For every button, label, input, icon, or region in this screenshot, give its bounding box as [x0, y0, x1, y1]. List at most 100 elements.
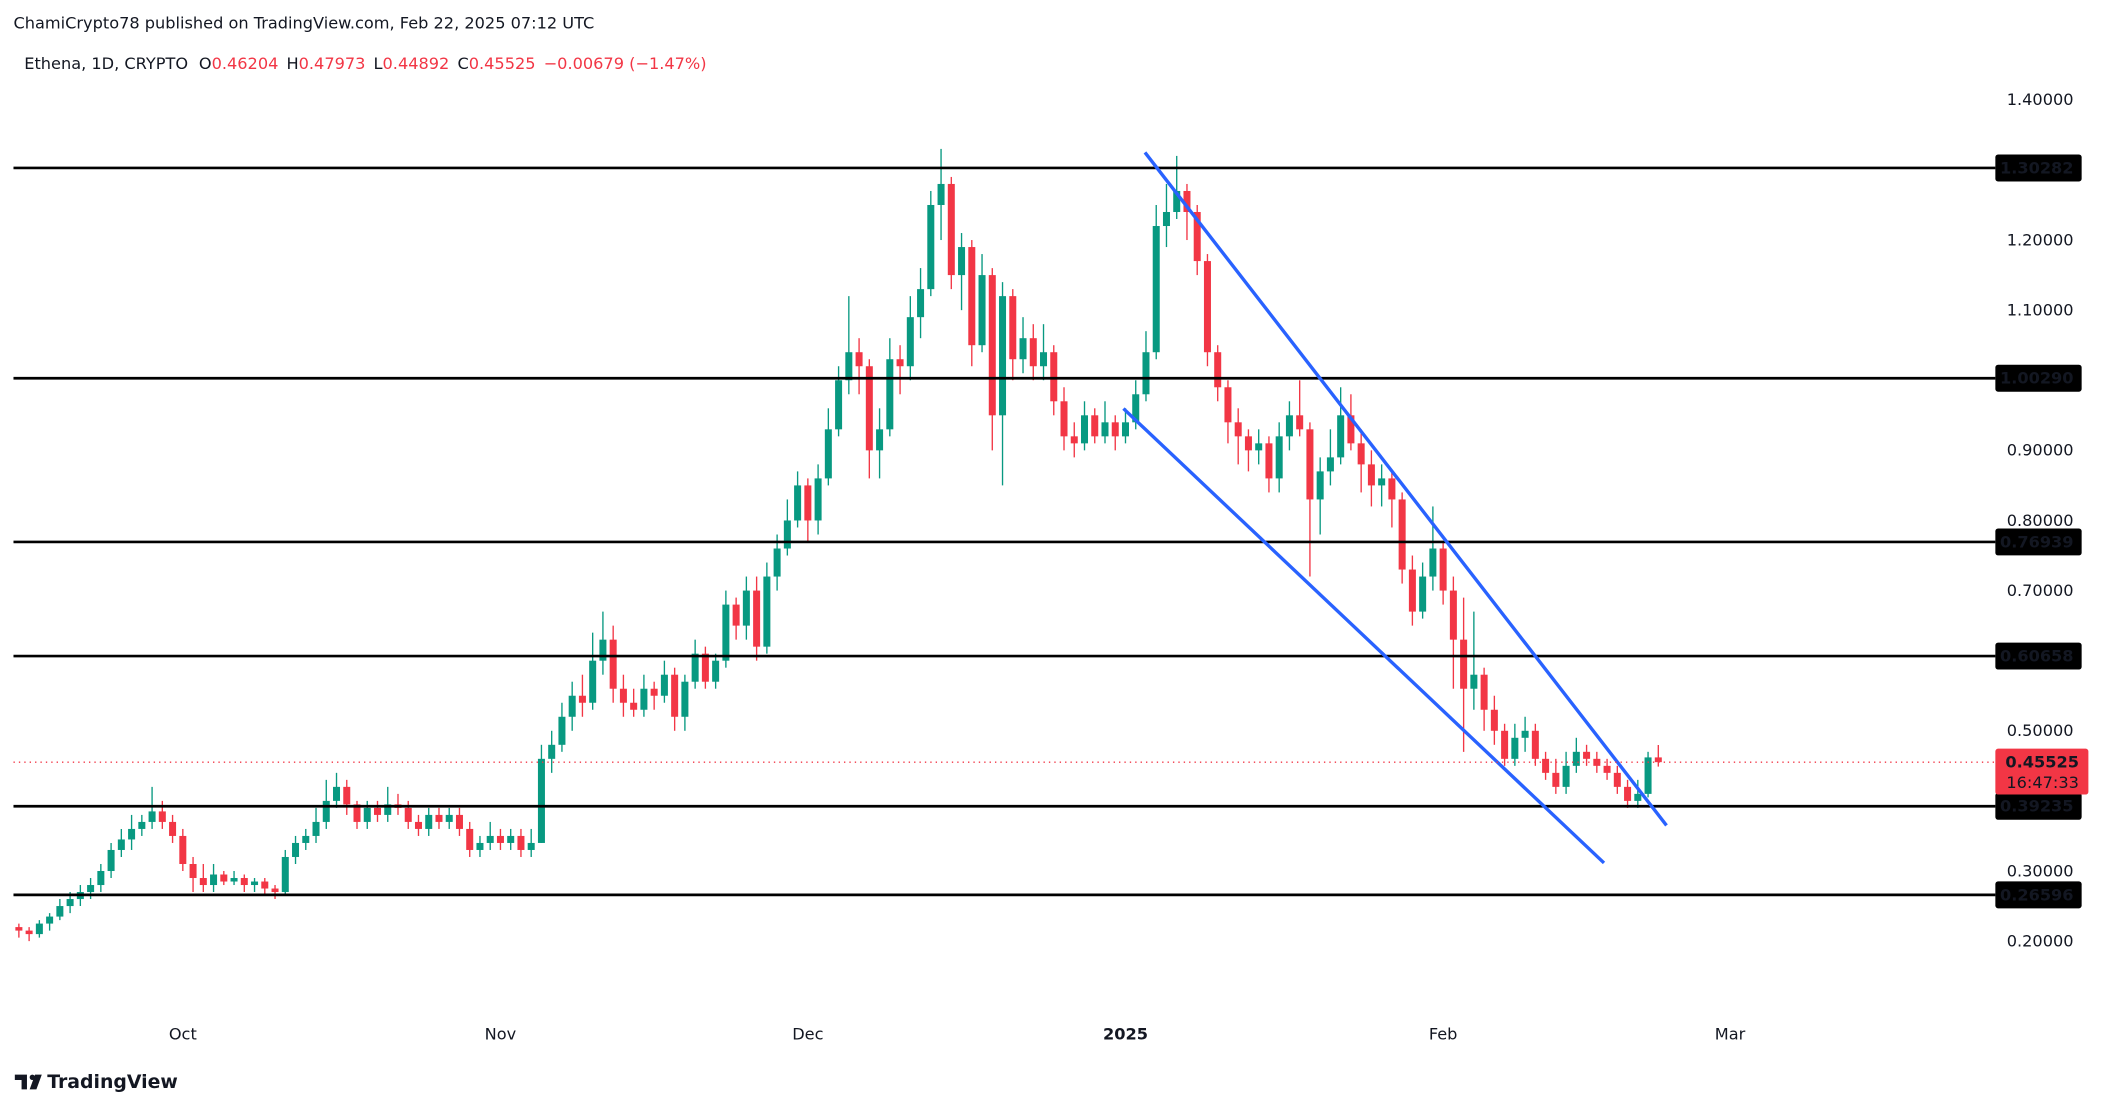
x-tick-label: Feb [1429, 1025, 1458, 1044]
candle-body [404, 807, 412, 822]
watermark-text: TradingView [47, 1071, 178, 1093]
candle-body [1285, 415, 1293, 437]
candle-body [445, 814, 453, 822]
candle-body [1460, 639, 1468, 689]
candle-body [1255, 443, 1263, 451]
candle-body [876, 429, 884, 451]
candle-body [568, 695, 576, 717]
candle-body [281, 856, 289, 893]
candle-body [97, 871, 105, 886]
candle-body [1101, 422, 1109, 437]
candle-body [1060, 401, 1068, 437]
candle-body [1132, 394, 1140, 423]
attribution: ChamiCrypto78 published on TradingView.c… [13, 13, 594, 32]
candle-body [1029, 338, 1037, 367]
candle-body [1224, 387, 1232, 423]
candle-body [1009, 296, 1017, 360]
legend-label: L [374, 54, 383, 73]
candle-body [609, 639, 617, 689]
candle-body [1634, 793, 1642, 801]
candle-body [1296, 415, 1304, 430]
candle-body [558, 716, 566, 745]
candle-body [1326, 457, 1334, 472]
legend-label: H [286, 54, 298, 73]
candle-body [128, 828, 136, 840]
candle-body [763, 576, 771, 647]
candle-body [138, 821, 146, 829]
candle-body [589, 660, 597, 703]
candle-body [1316, 471, 1324, 500]
candle-body [824, 429, 832, 479]
candle-body [322, 800, 330, 822]
candle-body [999, 296, 1007, 416]
candle-body [87, 885, 95, 893]
candle-body [886, 359, 894, 430]
candle-body [896, 359, 904, 367]
candle-body [1408, 569, 1416, 612]
candle-body [1347, 415, 1355, 444]
candle-body [599, 639, 607, 661]
level-label-box [1995, 528, 2082, 556]
candle-body [466, 828, 474, 850]
candle-body [46, 916, 54, 924]
current-price-box [1995, 748, 2089, 795]
trendline [1122, 407, 1606, 865]
candle-body [1562, 765, 1570, 787]
level-label: 1.30282 [2000, 158, 2074, 177]
candle-body [302, 835, 310, 843]
candle-body [1654, 757, 1662, 763]
y-tick-label: 1.20000 [2007, 230, 2074, 249]
candle-body [1429, 548, 1437, 577]
change: −0.00679 (−1.47%) [544, 54, 707, 73]
level-label: 0.26596 [2000, 885, 2074, 904]
x-tick-label: Nov [485, 1025, 517, 1044]
candle-body [773, 548, 781, 577]
candle-body [917, 289, 925, 318]
candle-body [414, 821, 422, 829]
candle-body [1644, 757, 1652, 794]
candle-body [25, 930, 33, 935]
candle-body [1203, 261, 1211, 353]
legend-label: C [457, 54, 468, 73]
candle-body [660, 674, 668, 696]
candle-body [1624, 786, 1632, 801]
symbol-legend: Ethena, 1D, CRYPTO O0.46204 H0.47973 L0.448… [24, 54, 706, 73]
y-tick-label: 0.70000 [2007, 581, 2074, 600]
candle-body [1244, 436, 1252, 451]
level-label-box [1995, 881, 2082, 909]
level-label: 0.39235 [2000, 797, 2074, 816]
candle-body [1470, 674, 1478, 689]
level-label-box [1995, 364, 2082, 392]
candle-body [835, 380, 843, 430]
candle-body [671, 674, 679, 717]
candle-body [865, 366, 873, 451]
legend-label: O [199, 54, 212, 73]
candle-body [56, 906, 64, 917]
candle-body [1593, 758, 1601, 766]
candle-body [1490, 709, 1498, 731]
candle-body [1449, 590, 1457, 640]
candle-body [271, 888, 279, 893]
candle-body [1521, 730, 1529, 738]
symbol: Ethena, 1D, CRYPTO [24, 54, 188, 73]
candle-body [1275, 436, 1283, 479]
candle-body [1378, 478, 1386, 486]
candle-body [476, 842, 484, 850]
candle-body [1070, 436, 1078, 444]
candle-body [486, 835, 494, 843]
candle-body [343, 786, 351, 805]
candle-body [1091, 415, 1099, 437]
level-label: 0.60658 [2000, 646, 2074, 665]
candle-body [1572, 751, 1580, 766]
candle-body [1531, 730, 1539, 759]
candle-body [1183, 190, 1191, 212]
candle-body [455, 814, 463, 829]
candle-body [1162, 211, 1170, 227]
candle-body [425, 814, 433, 829]
level-label-box [1995, 792, 2082, 820]
y-tick-label: 0.80000 [2007, 511, 2074, 530]
candle-body [537, 758, 545, 843]
candle-body [650, 688, 658, 696]
candle-body [517, 835, 525, 850]
